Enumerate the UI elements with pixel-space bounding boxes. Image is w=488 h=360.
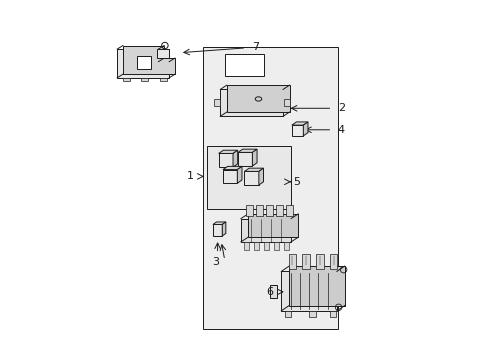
Polygon shape [273,242,279,250]
Text: 5: 5 [292,177,299,187]
Polygon shape [303,122,307,136]
Polygon shape [223,166,242,170]
Polygon shape [212,225,222,236]
Polygon shape [246,206,252,216]
Polygon shape [285,311,291,318]
Polygon shape [329,255,337,269]
Polygon shape [122,78,129,81]
Polygon shape [291,122,307,125]
Polygon shape [223,170,237,183]
Text: 7: 7 [251,42,258,52]
Polygon shape [238,149,257,152]
Polygon shape [276,206,282,216]
Polygon shape [203,47,337,329]
Polygon shape [283,99,289,107]
Polygon shape [291,125,303,136]
Polygon shape [302,255,309,269]
Text: 1: 1 [187,171,194,181]
Polygon shape [244,242,249,250]
Polygon shape [266,206,272,216]
Text: 2: 2 [337,103,344,113]
Polygon shape [247,214,298,237]
Polygon shape [140,78,147,81]
Polygon shape [222,222,225,236]
Polygon shape [241,219,290,242]
Polygon shape [213,99,219,107]
Polygon shape [288,255,295,269]
Polygon shape [316,255,323,269]
Polygon shape [258,168,263,185]
Polygon shape [284,242,289,250]
Polygon shape [212,222,225,225]
Polygon shape [117,49,169,78]
Polygon shape [264,242,269,250]
Polygon shape [252,149,257,166]
Polygon shape [233,150,237,167]
Polygon shape [156,49,169,58]
Polygon shape [122,45,175,74]
Polygon shape [288,266,344,306]
Polygon shape [238,152,252,166]
Text: 3: 3 [212,257,219,267]
Polygon shape [329,311,335,318]
Polygon shape [253,242,259,250]
Polygon shape [218,153,233,167]
Polygon shape [286,206,292,216]
Polygon shape [226,85,289,112]
Text: 4: 4 [337,125,344,135]
Polygon shape [281,271,336,311]
Polygon shape [224,54,264,76]
Polygon shape [237,166,242,183]
Polygon shape [256,206,262,216]
Polygon shape [244,168,263,171]
Polygon shape [270,285,276,298]
Polygon shape [218,150,237,153]
Polygon shape [308,311,315,318]
Text: 6: 6 [265,287,272,297]
Polygon shape [244,171,258,185]
Polygon shape [206,146,290,209]
Polygon shape [160,78,167,81]
Polygon shape [137,56,151,69]
Polygon shape [220,89,283,116]
